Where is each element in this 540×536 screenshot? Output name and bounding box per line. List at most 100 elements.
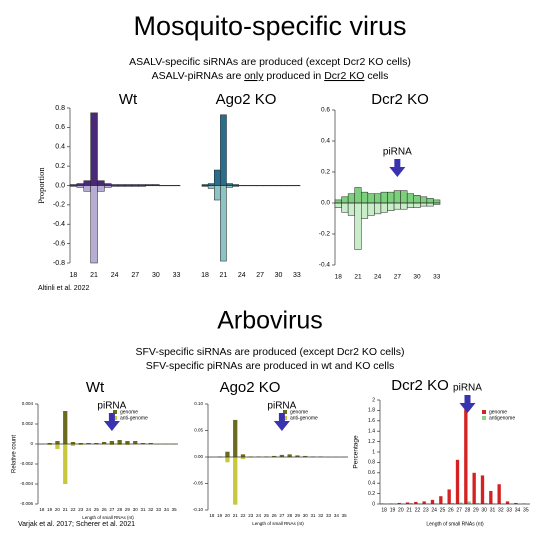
bar	[354, 187, 362, 204]
x-tick-label: 28	[117, 507, 123, 512]
y-axis-label: Proportion	[36, 167, 46, 204]
y-tick-label: 0.05	[194, 428, 203, 433]
bar	[109, 441, 115, 444]
bar	[420, 202, 428, 207]
bar	[400, 202, 408, 210]
x-tick-label: 35	[523, 507, 529, 513]
y-tick-label: 1	[372, 449, 375, 455]
x-tick-label: 21	[354, 274, 362, 281]
bar	[214, 169, 221, 186]
x-tick-label: 28	[465, 507, 471, 513]
y-tick-label: -0.6	[53, 240, 65, 247]
bar	[78, 444, 83, 445]
bar	[464, 409, 468, 504]
x-tick-label: 20	[55, 507, 61, 512]
annotation: piRNA	[383, 147, 412, 158]
bar	[447, 489, 451, 504]
x-tick-label: 25	[94, 507, 100, 512]
bar	[426, 202, 434, 207]
legend-label: anti-genome	[290, 415, 318, 421]
bar	[393, 202, 401, 210]
x-tick-label: 30	[133, 507, 139, 512]
x-tick-label: 31	[490, 507, 496, 513]
annotation-arrow	[273, 413, 290, 431]
bar	[472, 472, 476, 504]
bar	[497, 484, 501, 504]
bar	[97, 185, 105, 192]
bar	[233, 419, 238, 457]
x-tick-label: 20	[398, 507, 404, 513]
x-tick-label: 30	[152, 272, 160, 279]
y-tick-label: 1.4	[368, 429, 375, 435]
bar	[334, 202, 342, 208]
x-tick-label: 21	[90, 272, 98, 279]
x-tick-label: 26	[102, 507, 108, 512]
x-tick-label: 24	[111, 272, 119, 279]
bar	[47, 444, 52, 445]
y-axis-label: Relative count	[12, 435, 18, 473]
bar	[101, 442, 107, 444]
bar	[303, 455, 308, 457]
y-tick-label: -0.8	[53, 260, 65, 267]
bar	[125, 444, 130, 445]
y-tick-label: 0.6	[368, 470, 375, 476]
y-tick-label: 0.6	[55, 124, 65, 131]
annotation-arrow	[459, 395, 476, 413]
bar	[426, 198, 434, 204]
x-tick-label: 27	[456, 507, 462, 513]
bar	[90, 185, 98, 264]
y-tick-label: -0.2	[319, 231, 331, 238]
chart-title: Dcr2 KO	[371, 91, 429, 108]
y-tick-label: 0.8	[55, 105, 65, 112]
bar	[240, 457, 246, 460]
annotation: piRNA	[267, 401, 296, 412]
x-tick-label: 33	[156, 507, 162, 512]
bar	[70, 444, 76, 446]
bar	[406, 193, 414, 204]
chart-title: Dcr2 KO	[391, 377, 449, 394]
y-tick-label: 0.4	[368, 481, 375, 487]
bar	[334, 199, 342, 204]
bar	[374, 202, 382, 215]
x-tick-label: 32	[148, 507, 154, 512]
subtitle-part: cells	[364, 70, 388, 82]
bar	[459, 502, 463, 504]
legend-label: antigenome	[489, 415, 515, 421]
bar	[214, 185, 221, 201]
section-title: Arbovirus	[217, 307, 323, 335]
bar	[86, 443, 91, 444]
legend-label: anti-genome	[120, 415, 148, 421]
section-title: Mosquito-specific virus	[133, 11, 406, 41]
x-tick-label: 29	[473, 507, 479, 513]
bar	[405, 502, 410, 504]
bar	[393, 190, 401, 204]
bar	[422, 501, 426, 504]
bar	[341, 202, 349, 213]
bar	[55, 441, 60, 444]
x-tick-label: 26	[272, 513, 278, 518]
x-tick-label: 33	[326, 513, 332, 518]
bar	[109, 444, 115, 445]
bar	[420, 196, 428, 204]
x-axis-label: Length of small RNAs (nt)	[252, 521, 304, 526]
bar	[413, 195, 421, 204]
bar	[361, 191, 369, 204]
legend-swatch	[482, 410, 486, 414]
bar	[397, 502, 401, 504]
bar	[125, 441, 130, 444]
bar	[380, 202, 388, 213]
y-tick-label: 0.004	[22, 401, 34, 406]
bar	[148, 443, 153, 444]
legend-swatch	[113, 410, 117, 414]
y-tick-label: -0.2	[53, 202, 65, 209]
y-tick-label: 1.6	[368, 418, 375, 424]
chart-title: Ago2 KO	[220, 379, 281, 396]
y-tick-label: 0.4	[321, 138, 330, 145]
y-tick-label: 0	[30, 441, 33, 446]
y-tick-label: 1.2	[368, 439, 375, 445]
x-tick-label: 29	[295, 513, 301, 518]
bar	[400, 190, 408, 204]
x-tick-label: 25	[440, 507, 446, 513]
bar	[484, 502, 488, 504]
bar	[450, 502, 455, 504]
